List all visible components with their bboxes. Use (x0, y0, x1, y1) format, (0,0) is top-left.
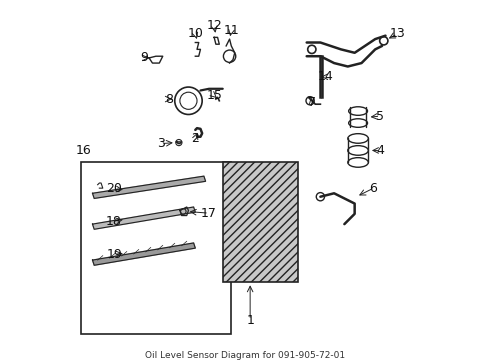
Text: 18: 18 (106, 215, 122, 228)
Text: 20: 20 (106, 182, 122, 195)
Text: 9: 9 (140, 51, 148, 64)
Text: 15: 15 (206, 89, 222, 102)
Text: 19: 19 (106, 248, 122, 261)
Text: 5: 5 (376, 110, 384, 123)
Text: 4: 4 (376, 144, 384, 157)
Text: 14: 14 (318, 70, 333, 83)
Text: 10: 10 (187, 27, 203, 40)
Text: 7: 7 (308, 96, 316, 109)
Text: 1: 1 (246, 314, 254, 327)
Text: 12: 12 (206, 19, 222, 32)
Text: 6: 6 (369, 182, 377, 195)
Text: 2: 2 (192, 132, 199, 145)
Polygon shape (93, 176, 206, 198)
Polygon shape (93, 207, 196, 229)
Text: 8: 8 (165, 93, 173, 105)
Polygon shape (93, 243, 196, 265)
Bar (223, 162, 298, 282)
Text: 11: 11 (223, 24, 239, 37)
Bar (80, 162, 231, 334)
Text: 3: 3 (157, 137, 165, 150)
Text: 16: 16 (75, 144, 91, 157)
Text: 17: 17 (201, 207, 217, 220)
Text: 13: 13 (390, 27, 405, 40)
Text: Oil Level Sensor Diagram for 091-905-72-01: Oil Level Sensor Diagram for 091-905-72-… (145, 351, 345, 360)
